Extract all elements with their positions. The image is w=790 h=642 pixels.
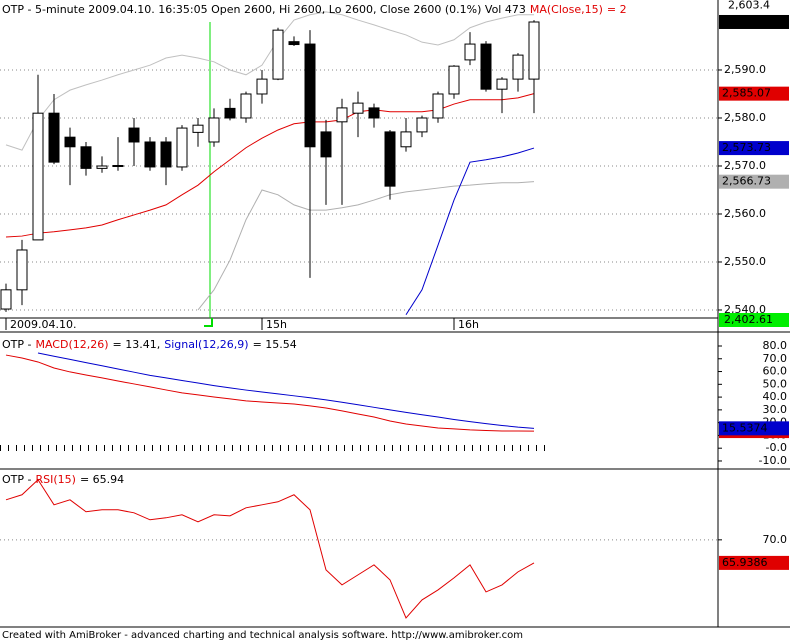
value-box <box>719 174 789 189</box>
candle-body <box>336 107 348 123</box>
title-text: OTP - <box>2 473 32 486</box>
candle-body <box>144 141 156 168</box>
candle-body <box>528 21 540 80</box>
candle-body <box>320 131 332 158</box>
candle-body <box>16 249 28 291</box>
candle-body <box>208 117 220 143</box>
series-line <box>5 93 535 238</box>
title-text: OTP - 5-minute 2009.04.10. 16:35:05 Open… <box>2 3 526 16</box>
y-tick-label: 60.0 <box>763 365 788 378</box>
candle-body <box>256 78 268 95</box>
candle-body <box>512 54 524 80</box>
y-tick-label: 30.0 <box>763 403 788 416</box>
y-tick-label: 2,590.0 <box>724 63 766 76</box>
value-box <box>719 313 789 327</box>
candle-body <box>272 29 284 80</box>
series-line <box>5 11 534 151</box>
x-tick-label: 16h <box>458 318 479 331</box>
candle-body <box>96 165 108 169</box>
pane-title: OTP - MACD(12,26) = 13.41, Signal(12,26,9) =… <box>2 338 297 351</box>
series-line <box>197 181 535 311</box>
value-box-label: 2,566.73 <box>722 175 771 188</box>
candle-body <box>464 43 476 61</box>
x-tick-label: 2009.04.10. <box>10 318 76 331</box>
candle-body <box>448 65 460 95</box>
candle-body <box>32 112 44 241</box>
candle-body <box>192 124 204 133</box>
candle-body <box>288 41 300 46</box>
series-name: RSI(15) <box>35 473 75 486</box>
series-readout: = 15.54 <box>253 338 297 351</box>
value-box-label: 2,573.73 <box>722 141 771 154</box>
candle-body <box>304 43 316 148</box>
y-tick-label: -0.0 <box>766 441 787 454</box>
candle-body <box>384 131 396 187</box>
y-tick-label: 70.0 <box>763 352 788 365</box>
series-readout: = 13.41, <box>113 338 161 351</box>
value-box <box>719 555 789 570</box>
candle-body <box>352 102 364 114</box>
series-readout: = 65.94 <box>80 473 124 486</box>
candle-body <box>240 93 252 119</box>
value-box-label: 65.9386 <box>722 556 768 569</box>
candle-body <box>64 136 76 148</box>
candle-body <box>48 112 60 163</box>
y-tick-label: 70.0 <box>763 533 788 546</box>
y-tick-label: 2,540.0 <box>724 303 766 316</box>
series-name: MACD(12,26) <box>35 338 108 351</box>
selector-bracket <box>204 318 213 327</box>
candle-body <box>112 165 124 168</box>
value-box-label: 2,600 <box>722 15 754 28</box>
candle-body <box>400 131 412 148</box>
value-box-label: 2,585.07 <box>722 87 771 100</box>
value-box-label: 15.5374 <box>722 421 768 434</box>
y-max-label: 2,603.4 <box>728 0 770 12</box>
candle-body <box>496 78 508 90</box>
series-readout: = 2 <box>607 3 627 16</box>
y-tick-label: 50.0 <box>763 377 788 390</box>
candle-body <box>80 146 92 169</box>
series-name: Signal(12,26,9) <box>164 338 248 351</box>
y-tick-label: 40.0 <box>763 390 788 403</box>
candle-body <box>160 141 172 168</box>
y-tick-label: 2,560.0 <box>724 207 766 220</box>
candle-body <box>128 127 140 143</box>
y-tick-label: -10.0 <box>759 454 787 467</box>
value-box-label: 2,402.61 <box>724 313 773 326</box>
candle-body <box>224 107 236 119</box>
value-box <box>719 421 789 436</box>
series-name: MA(Close,15) <box>530 3 603 16</box>
y-tick-label: 2,570.0 <box>724 159 766 172</box>
y-tick-label: 2,550.0 <box>724 255 766 268</box>
series-line <box>5 354 535 432</box>
y-tick-label: 80.0 <box>763 339 788 352</box>
candle-body <box>368 107 380 119</box>
value-box <box>719 14 789 29</box>
series-line <box>405 147 535 316</box>
pane-title: OTP - 5-minute 2009.04.10. 16:35:05 Open… <box>2 3 627 16</box>
title-text: OTP - <box>2 338 32 351</box>
y-tick-label: 2,580.0 <box>724 111 766 124</box>
value-box <box>719 86 789 101</box>
series-line <box>37 352 535 429</box>
series-line <box>5 478 535 619</box>
candle-body <box>416 117 428 133</box>
footer: Created with AmiBroker - advanced charti… <box>2 630 523 641</box>
candle-body <box>0 289 12 310</box>
candle-body <box>176 127 188 168</box>
candle-body <box>432 93 444 119</box>
pane-title: OTP - RSI(15) = 65.94 <box>2 473 124 486</box>
x-tick-label: 15h <box>266 318 287 331</box>
candle-body <box>480 43 492 90</box>
value-box <box>719 141 789 156</box>
